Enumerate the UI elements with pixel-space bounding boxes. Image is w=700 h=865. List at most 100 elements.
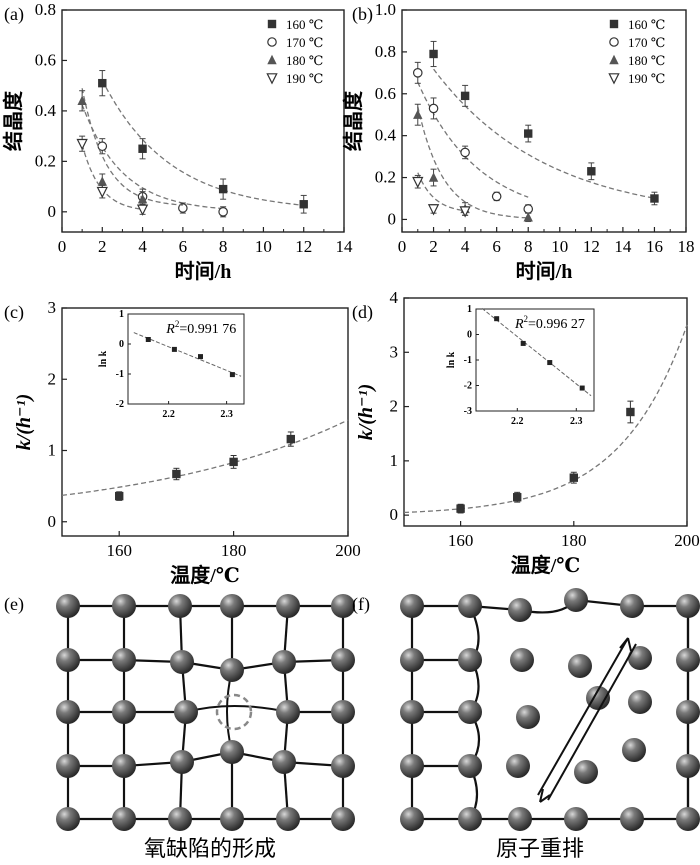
x-tick-label: 4	[138, 237, 147, 256]
y-tick-label: 1	[48, 441, 57, 460]
y-tick-label: 0.2	[35, 151, 56, 170]
panel-a-label: (a)	[4, 4, 24, 25]
x-tick-label: 10	[551, 237, 568, 256]
legend-marker	[267, 54, 277, 65]
displaced-atom	[510, 648, 534, 672]
data-point	[459, 206, 471, 218]
lattice-atom	[676, 700, 700, 724]
lattice-atom	[276, 807, 300, 831]
data-point	[412, 68, 423, 78]
x-tick-label: 2	[429, 237, 438, 256]
y-tick-label: 3	[48, 298, 57, 317]
r-squared-label: R2=0.991 76	[165, 319, 236, 337]
data-point	[428, 172, 439, 182]
inset-y-tick-label: -2	[464, 381, 472, 392]
lattice-atom	[56, 754, 80, 778]
inset-x-tick-label: 2.2	[162, 409, 175, 420]
chart-panel-c: 160 180 200 0 1 2 3 温度/℃ k/(h⁻¹) 2.2 2.3 1 0 -1 -2 ln k…	[13, 298, 361, 587]
panel-e-label: (e)	[4, 594, 24, 615]
lattice-atom	[112, 594, 136, 618]
fit-curve-3	[417, 172, 466, 212]
inset-data-point	[229, 372, 235, 378]
data-point	[513, 493, 522, 502]
data-point	[524, 129, 533, 138]
inset-y-tick-label: -3	[464, 406, 472, 417]
legend-marker	[267, 37, 277, 47]
inset-y-axis-label: ln k	[98, 350, 109, 367]
lattice-atom	[400, 648, 424, 672]
inset-y-tick-label: 0	[119, 339, 124, 350]
y-tick-label: 0.6	[35, 50, 56, 69]
data-point	[428, 103, 439, 114]
fit-curve-1	[81, 104, 224, 210]
y-tick-label: 1	[390, 451, 399, 470]
data-point	[136, 204, 149, 216]
rearrangement-arrow-up	[537, 637, 629, 796]
lattice-atom	[174, 700, 198, 724]
x-tick-label: 0	[398, 237, 407, 256]
lattice-atom	[620, 594, 644, 618]
legend-entry: 190 ℃	[628, 71, 665, 86]
y-axis-label: 结晶度	[341, 90, 365, 151]
inset-data-point	[547, 360, 553, 366]
oxygen-vacancy-marker	[215, 693, 253, 731]
inset-y-tick-label: -1	[464, 355, 472, 366]
lattice-atom	[458, 594, 482, 618]
lattice-atom	[458, 754, 482, 778]
legend-entry: 160 ℃	[286, 17, 323, 32]
x-tick-label: 200	[335, 541, 361, 560]
x-tick-label: 200	[674, 531, 700, 550]
displaced-atom	[574, 760, 598, 784]
rearrangement-arrow-down	[547, 643, 637, 801]
lattice-atom	[170, 750, 194, 774]
data-point	[460, 147, 470, 158]
lattice-atom	[400, 700, 424, 724]
lattice-atom	[56, 700, 80, 724]
lattice-bond	[185, 705, 289, 713]
arrow-head-icon	[539, 788, 551, 803]
legend-marker	[609, 19, 619, 29]
lattice-atom	[458, 700, 482, 724]
r-squared-label: R2=0.996 27	[514, 314, 585, 332]
lattice-atom	[458, 807, 482, 831]
data-point	[427, 204, 440, 216]
data-point	[523, 212, 533, 222]
data-point	[229, 457, 238, 467]
inset-x-tick-label: 2.3	[570, 416, 583, 427]
caption-oxygen-vacancy: 氧缺陷的形成	[144, 837, 276, 862]
inset-data-point	[494, 316, 500, 322]
legend-entry: 160 ℃	[628, 17, 665, 32]
lattice-atom	[331, 648, 355, 672]
lattice-atom	[331, 594, 355, 618]
diagram-atom-rearrangement	[400, 588, 700, 831]
panel-d-label: (d)	[352, 302, 373, 323]
lattice-atom	[272, 750, 296, 774]
x-tick-label: 12	[583, 237, 600, 256]
data-point	[460, 91, 470, 101]
inset-y-tick-label: 1	[467, 304, 472, 315]
lattice-atom	[168, 807, 192, 831]
y-axis-label: k/(h⁻¹)	[13, 394, 35, 451]
legend-marker	[609, 54, 619, 65]
data-point	[626, 407, 635, 417]
lattice-atom	[676, 648, 700, 672]
legend-entry: 170 ℃	[628, 35, 665, 50]
inset-y-axis-label: ln k	[446, 351, 457, 368]
displaced-atom	[628, 646, 652, 670]
data-point	[456, 504, 465, 513]
legend-marker	[608, 73, 620, 85]
arrhenius-fit-curve	[61, 419, 349, 497]
data-point	[98, 78, 107, 88]
y-tick-label: 0	[48, 512, 57, 531]
data-point	[137, 194, 148, 204]
data-point	[523, 204, 534, 214]
x-tick-label: 4	[461, 237, 470, 256]
x-tick-label: 160	[448, 531, 474, 550]
x-tick-label: 16	[646, 237, 663, 256]
displaced-atom	[516, 705, 540, 729]
data-point	[138, 144, 147, 153]
data-point	[218, 184, 228, 194]
inset-data-point	[579, 385, 585, 391]
lattice-atom	[331, 754, 355, 778]
